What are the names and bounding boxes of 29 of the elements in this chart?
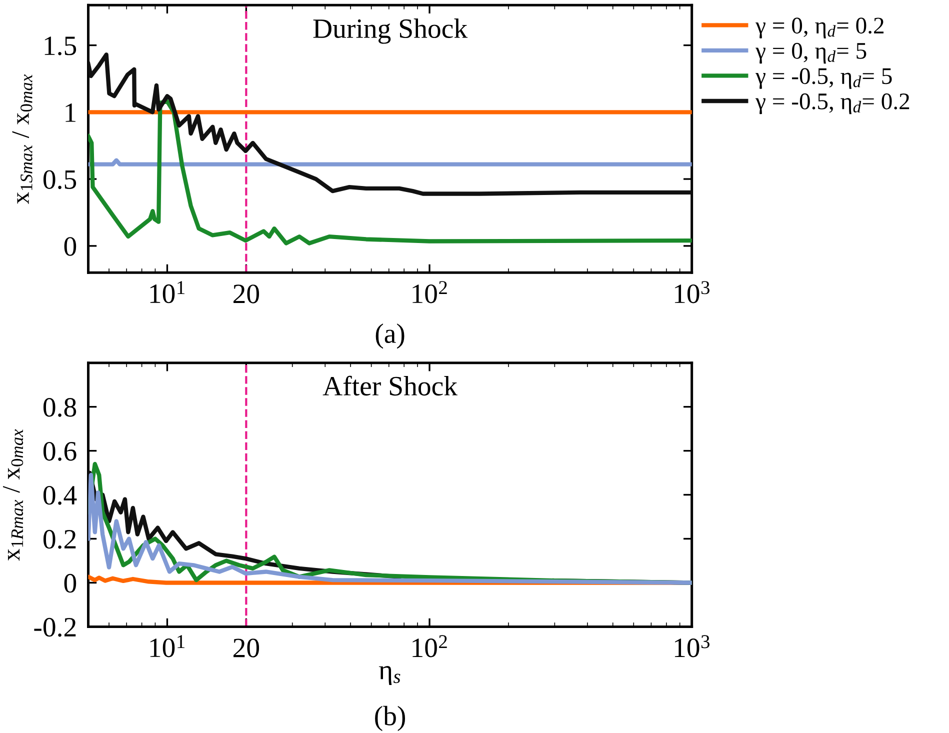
y-tick-label: 0 [64, 574, 76, 593]
x-tick-label: 10$^{2}$ [412, 635, 447, 658]
text: (b) [375, 706, 406, 732]
x-tick-label: 10$^{3}$ [674, 635, 710, 658]
y-tick-label: 0.4 [43, 486, 77, 505]
y-tick-label: 0.2 [43, 530, 76, 549]
annotation: During Shock [313, 18, 468, 44]
legend-label: γ = -0.5, η$_{d}$= 0.2 [756, 93, 910, 114]
y-tick-label: 0.5 [43, 170, 76, 190]
x-tick-label: 10$^{1}$ [150, 635, 184, 658]
y-tick-label: 1 [66, 103, 76, 122]
y-axis-title: x$_{1Smax}$ / x$_{0max}$ [12, 74, 32, 204]
y-axis-title: x$_{1Rmax}$ / x$_{0max}$ [3, 429, 24, 561]
y-tick-label: 0 [64, 237, 76, 256]
x-axis-title: η$_{s}$ [378, 666, 400, 685]
legend-label: γ = 0, η$_{d}$= 5 [756, 42, 866, 64]
legend-label: γ = 0, η$_{d}$= 0.2 [756, 18, 884, 38]
y-tick-label: 0.8 [43, 398, 76, 417]
x-tick-label: 10$^{1}$ [150, 281, 184, 304]
x-tick-label: 10$^{3}$ [674, 281, 710, 304]
x-tick-label: 20 [234, 284, 260, 304]
x-tick-label: 20 [234, 638, 260, 658]
legend-label: γ = -0.5, η$_{d}$= 5 [756, 68, 892, 89]
annotation: After Shock [322, 376, 458, 396]
text: (a) [376, 324, 404, 349]
y-tick-label: 1.5 [44, 36, 76, 56]
y-tick-label: -0.2 [34, 618, 76, 637]
x-tick-label: 10$^{2}$ [412, 281, 447, 304]
y-tick-label: 0.6 [43, 442, 76, 461]
